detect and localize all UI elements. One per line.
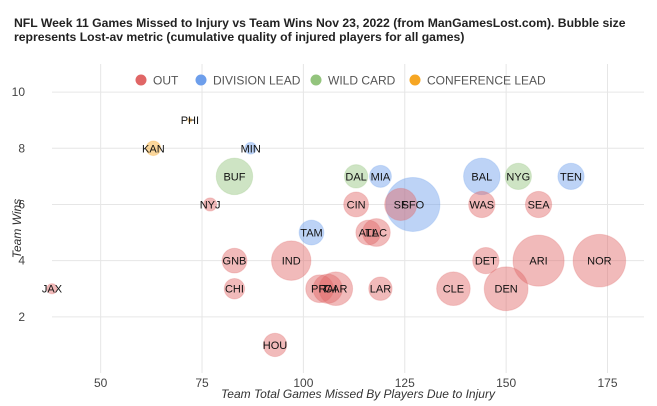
bubble-label-chi: CHI: [225, 284, 244, 296]
bubble-label-nyg: NYG: [506, 171, 530, 183]
x-tick-label-2: 100: [293, 376, 313, 390]
bubble-kan: [145, 140, 162, 157]
bubble-cle: [436, 271, 471, 307]
y-tick-label-3: 8: [18, 141, 25, 155]
bubble-atl: [355, 219, 382, 246]
bubble-jax: [46, 283, 58, 295]
legend-label-2: WILD CARD: [328, 74, 396, 88]
bubble-label-ten: TEN: [560, 171, 582, 183]
bubble-cin: [343, 191, 370, 218]
bubble-phi: [187, 117, 193, 123]
y-tick-label-4: 10: [12, 85, 26, 99]
legend-swatch-1: [195, 74, 207, 86]
x-axis-title: Team Total Games Missed By Players Due t…: [221, 387, 496, 401]
bubble-det: [472, 246, 500, 275]
bubble-was: [468, 190, 496, 219]
x-tick-label-5: 175: [597, 376, 617, 390]
legend-label-3: CONFERENCE LEAD: [427, 74, 546, 88]
x-tick-label-0: 50: [94, 376, 108, 390]
bubble-tam: [298, 219, 325, 246]
bubble-label-den: DEN: [495, 284, 518, 296]
bubble-ind: [271, 240, 312, 281]
bubble-label-lar: LAR: [370, 284, 391, 296]
y-axis-title: Team Wins: [10, 199, 24, 258]
legend-swatch-2: [310, 74, 322, 86]
bubble-gnb: [221, 247, 248, 274]
bubble-label-sea: SEA: [528, 199, 551, 211]
bubble-pit: [305, 274, 334, 304]
bubble-label-nyj: NYJ: [200, 199, 221, 211]
bubble-sfo: [385, 176, 441, 232]
legend-item-3: CONFERENCE LEAD: [409, 74, 546, 88]
grid-layer: [52, 64, 644, 373]
bubble-dal: [343, 164, 369, 189]
legend-layer: OUT DIVISION LEAD WILD CARD CONFERENCE LEAD: [135, 74, 546, 88]
bubble-label-nor: NOR: [587, 256, 612, 268]
bubble-mia: [368, 164, 392, 188]
legend-item-1: DIVISION LEAD: [195, 74, 301, 88]
bubble-nyg: [504, 162, 532, 191]
legend-swatch-0: [135, 74, 147, 86]
x-tick-label-4: 150: [496, 376, 516, 390]
bubble-label-cle: CLE: [443, 284, 464, 296]
bubble-layer: [46, 117, 627, 358]
bubble-label-pit: PIT: [311, 284, 328, 296]
bubble-lar: [368, 276, 393, 301]
bubble-label-was: WAS: [469, 199, 494, 211]
x-tick-label-3: 125: [395, 376, 415, 390]
bubble-label-car: CAR: [324, 284, 347, 296]
x-tick-label-1: 75: [195, 376, 209, 390]
bubble-hou: [262, 332, 288, 358]
bubble-label-atl: ATL: [359, 228, 378, 240]
bubble-label-min: MIN: [241, 143, 261, 155]
bubble-label-ind: IND: [282, 256, 301, 268]
legend-label-0: OUT: [153, 74, 179, 88]
bubble-label-bal: BAL: [471, 171, 492, 183]
bubble-ten: [557, 162, 585, 191]
bubble-den: [483, 266, 529, 312]
bubble-rai: [312, 273, 343, 304]
bubble-label-hou: HOU: [263, 340, 288, 352]
bubble-label-phi: PHI: [181, 115, 199, 127]
bubble-nyj: [203, 197, 218, 212]
bubble-label-jax: JAX: [42, 284, 63, 296]
bubble-sf: [384, 187, 418, 222]
bubble-min: [244, 141, 258, 155]
bubble-label-gnb: GNB: [223, 256, 247, 268]
bubble-label-mia: MIA: [371, 171, 391, 183]
y-tick-label-0: 2: [18, 310, 25, 324]
bubble-lac: [362, 218, 391, 247]
legend-label-1: DIVISION LEAD: [213, 74, 301, 88]
bubble-label-buf: BUF: [223, 171, 245, 183]
bubble-sea: [524, 190, 553, 219]
bubble-chi: [223, 278, 246, 300]
bubble-label-cin: CIN: [347, 199, 366, 211]
bubble-ari: [512, 234, 565, 287]
legend-item-0: OUT: [135, 74, 179, 88]
bubble-label-sf: SF: [394, 199, 408, 211]
legend-item-2: WILD CARD: [310, 74, 396, 88]
bubble-label-sfo: SFO: [402, 199, 425, 211]
bubble-buf: [215, 157, 254, 196]
bubble-label-ari: ARI: [529, 256, 547, 268]
bubble-label-rai: RAI: [319, 284, 337, 296]
bubble-label-lac: LAC: [366, 228, 387, 240]
bubble-label-tam: TAM: [300, 228, 322, 240]
bubble-nor: [572, 233, 627, 288]
bubble-label-dal: DAL: [345, 171, 366, 183]
chart-title: NFL Week 11 Games Missed to Injury vs Te…: [14, 16, 626, 44]
legend-swatch-3: [409, 74, 421, 86]
y-tick-label-1: 4: [18, 254, 25, 268]
bubble-bal: [463, 157, 501, 196]
bubble-car: [318, 271, 354, 307]
axis-layer: 50 75 100 125 150 175 2 4 6 8 10 Team Total Games M…: [10, 85, 618, 401]
bubble-label-det: DET: [475, 256, 497, 268]
bubble-label-kan: KAN: [142, 143, 165, 155]
y-tick-label-2: 6: [18, 197, 25, 211]
